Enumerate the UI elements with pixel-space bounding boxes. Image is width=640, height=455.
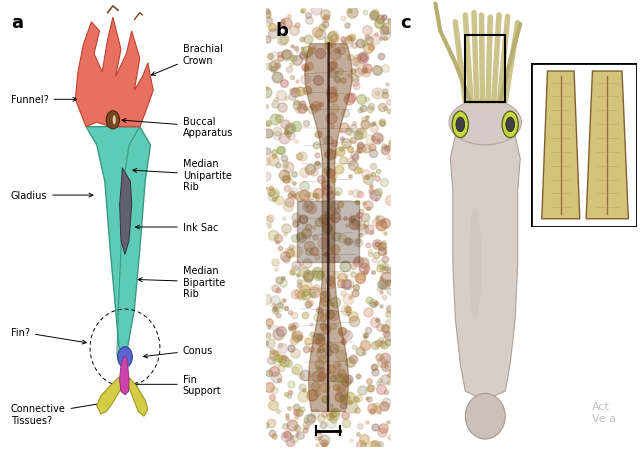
Text: Median
Bipartite
Rib: Median Bipartite Rib [138, 266, 225, 298]
Text: Gladius: Gladius [11, 191, 93, 201]
Text: Funnel?: Funnel? [11, 95, 77, 105]
Ellipse shape [452, 112, 468, 138]
Text: Median
Unipartite
Rib: Median Unipartite Rib [133, 159, 232, 192]
Ellipse shape [113, 116, 116, 125]
Text: Connective
Tissues?: Connective Tissues? [11, 402, 102, 425]
Text: Fin?: Fin? [11, 327, 86, 344]
Text: Ink Sac: Ink Sac [136, 222, 218, 233]
Ellipse shape [465, 394, 505, 439]
Polygon shape [120, 357, 129, 395]
Polygon shape [451, 118, 520, 400]
Text: Conus: Conus [143, 345, 213, 358]
Text: a: a [11, 14, 23, 31]
Ellipse shape [456, 118, 465, 132]
Bar [465, 36, 505, 102]
Polygon shape [120, 168, 132, 255]
Text: Brachial
Crown: Brachial Crown [152, 44, 223, 76]
Ellipse shape [469, 207, 481, 321]
Polygon shape [76, 18, 153, 127]
Text: Fin
Support: Fin Support [133, 374, 221, 395]
Polygon shape [86, 127, 150, 371]
Text: b: b [276, 22, 289, 40]
Polygon shape [586, 72, 628, 219]
Ellipse shape [502, 112, 518, 138]
Ellipse shape [106, 111, 120, 130]
Ellipse shape [506, 118, 515, 132]
Polygon shape [128, 378, 148, 416]
Ellipse shape [449, 100, 522, 146]
Polygon shape [541, 72, 580, 219]
Text: Act
Ve a: Act Ve a [592, 402, 616, 423]
Text: Buccal
Apparatus: Buccal Apparatus [122, 116, 233, 138]
Ellipse shape [118, 347, 132, 368]
Polygon shape [97, 375, 121, 414]
Text: c: c [401, 14, 411, 31]
